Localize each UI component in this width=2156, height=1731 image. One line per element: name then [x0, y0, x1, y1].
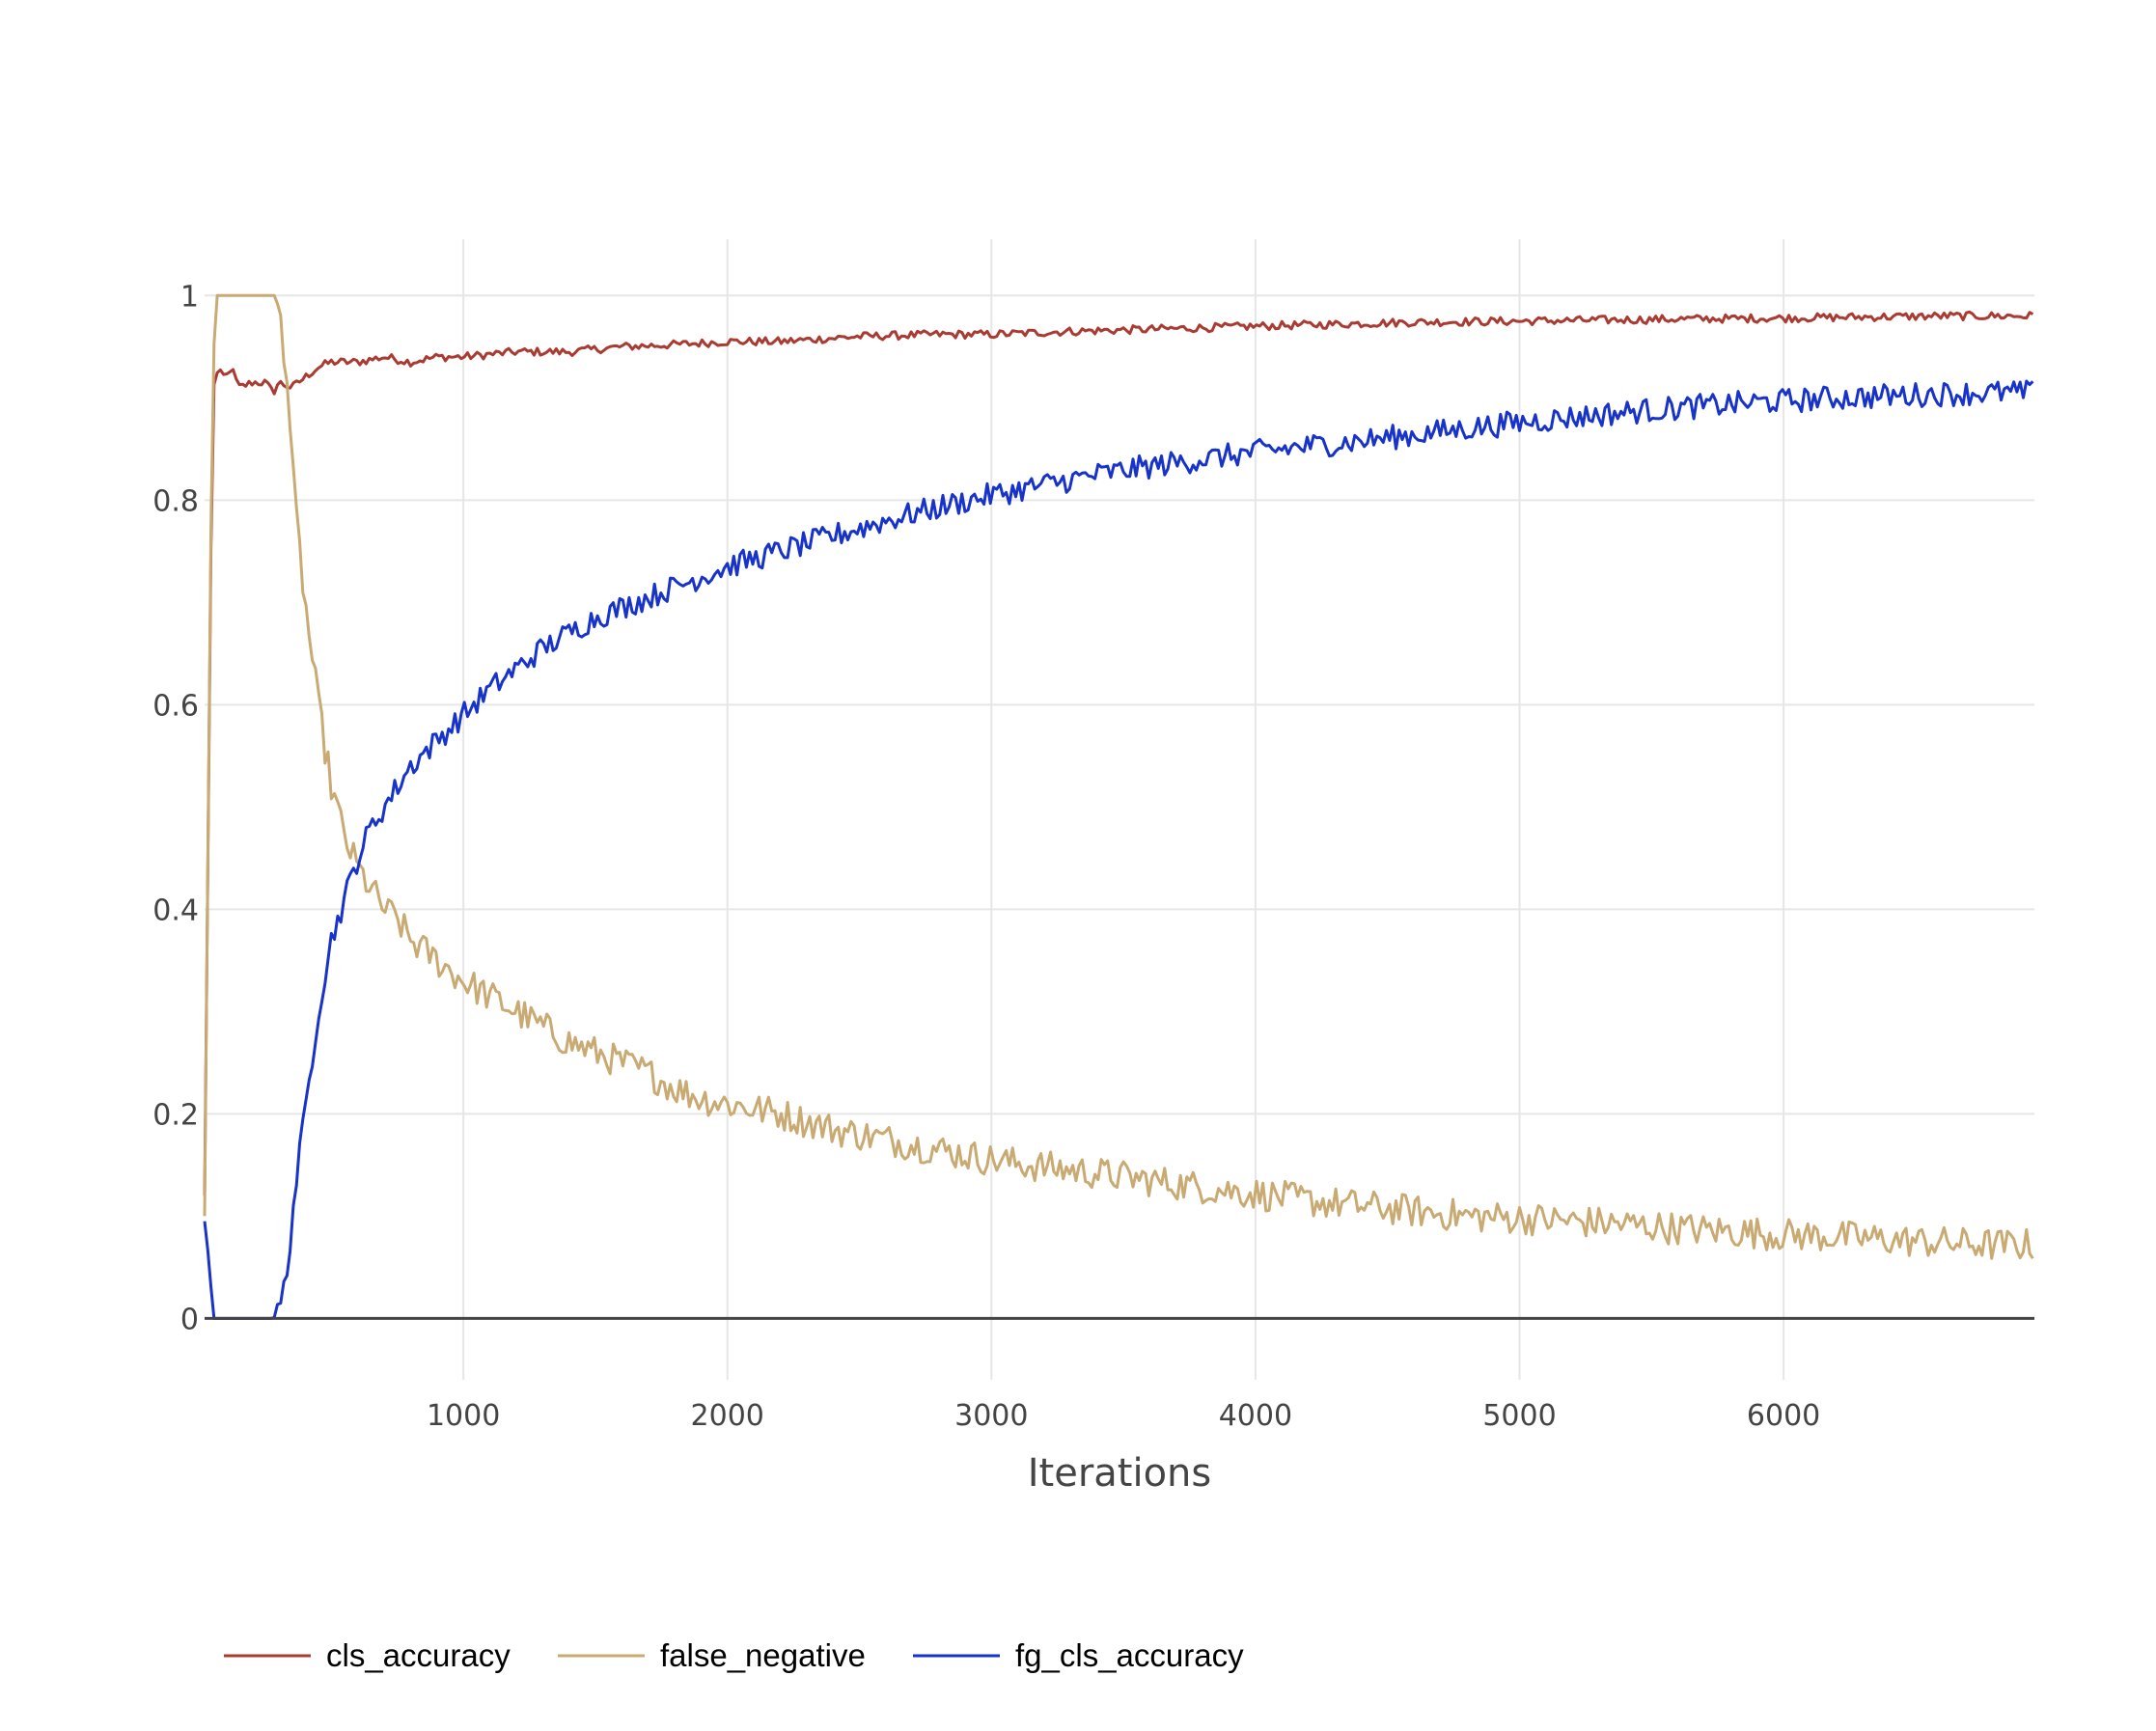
y-axis-ticks: 0 0.2 0.4 0.6 0.8 1: [152, 280, 199, 1336]
x-tick-label: 5000: [1482, 1399, 1556, 1433]
y-tick-label: 0: [180, 1303, 199, 1336]
y-tick-label: 0.6: [152, 689, 199, 723]
y-tick-label: 1: [180, 280, 199, 314]
y-tick-label: 0.8: [152, 484, 199, 518]
x-tick-label: 2000: [691, 1399, 764, 1433]
legend-label: fg_cls_accuracy: [1015, 1637, 1244, 1673]
series-layer: [203, 293, 2034, 1320]
legend-label: cls_accuracy: [326, 1637, 511, 1673]
x-tick-label: 1000: [427, 1399, 500, 1433]
y-tick-label: 0.2: [152, 1098, 199, 1132]
legend-label: false_negative: [660, 1637, 866, 1673]
series-line-fg_cls_accuracy: [203, 379, 2034, 1320]
grid-lines: [205, 239, 2034, 1380]
x-axis-ticks: 1000 2000 3000 4000 5000 6000: [427, 1399, 1820, 1433]
y-tick-label: 0.4: [152, 893, 199, 927]
x-axis-label: Iterations: [1028, 1451, 1212, 1496]
legend: cls_accuracy false_negative fg_cls_accurac…: [224, 1637, 1244, 1673]
x-tick-label: 4000: [1219, 1399, 1292, 1433]
x-tick-label: 3000: [954, 1399, 1028, 1433]
series-line-cls_accuracy: [203, 310, 2034, 1196]
x-tick-label: 6000: [1747, 1399, 1820, 1433]
series-line-false_negative: [203, 293, 2034, 1260]
